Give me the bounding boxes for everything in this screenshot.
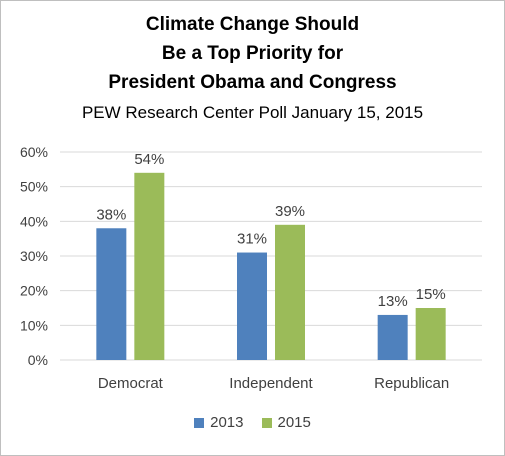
data-label: 54% — [134, 151, 164, 168]
x-category-label: Independent — [229, 375, 313, 392]
x-category-label: Democrat — [98, 375, 164, 392]
bar-independent-2015 — [275, 224, 305, 360]
data-label: 31% — [237, 231, 267, 248]
legend-label-2015: 2015 — [277, 414, 311, 431]
legend-label-2013: 2013 — [210, 414, 244, 431]
y-tick-label: 40% — [20, 213, 48, 229]
legend-swatch-2013 — [194, 417, 205, 428]
y-tick-label: 50% — [20, 179, 48, 195]
data-label: 13% — [378, 293, 408, 310]
data-label: 38% — [96, 206, 126, 223]
bar-democrat-2015 — [134, 172, 165, 360]
chart-legend: 2013 2015 — [0, 414, 505, 431]
chart-title-line-1: Climate Change Should — [145, 14, 360, 35]
chart-title-line-3: President Obama and Congress — [108, 72, 397, 93]
data-label: 39% — [275, 203, 305, 220]
bar-republican-2015 — [415, 308, 446, 360]
chart-subtitle: PEW Research Center Poll January 15, 201… — [81, 103, 424, 122]
y-tick-label: 10% — [20, 317, 48, 333]
legend-item-2015: 2015 — [261, 414, 311, 431]
legend-swatch-2015 — [261, 417, 272, 428]
bar-republican-2013 — [377, 314, 408, 360]
x-category-label: Republican — [374, 375, 449, 392]
y-tick-label: 30% — [20, 248, 48, 264]
y-tick-label: 20% — [20, 283, 48, 299]
bar-independent-2013 — [237, 252, 267, 360]
legend-item-2013: 2013 — [194, 414, 244, 431]
y-tick-label: 0% — [28, 352, 48, 368]
y-tick-label: 60% — [20, 144, 48, 160]
data-label: 15% — [416, 286, 446, 303]
bar-democrat-2013 — [96, 228, 127, 360]
chart-title-line-2: Be a Top Priority for — [161, 43, 344, 64]
